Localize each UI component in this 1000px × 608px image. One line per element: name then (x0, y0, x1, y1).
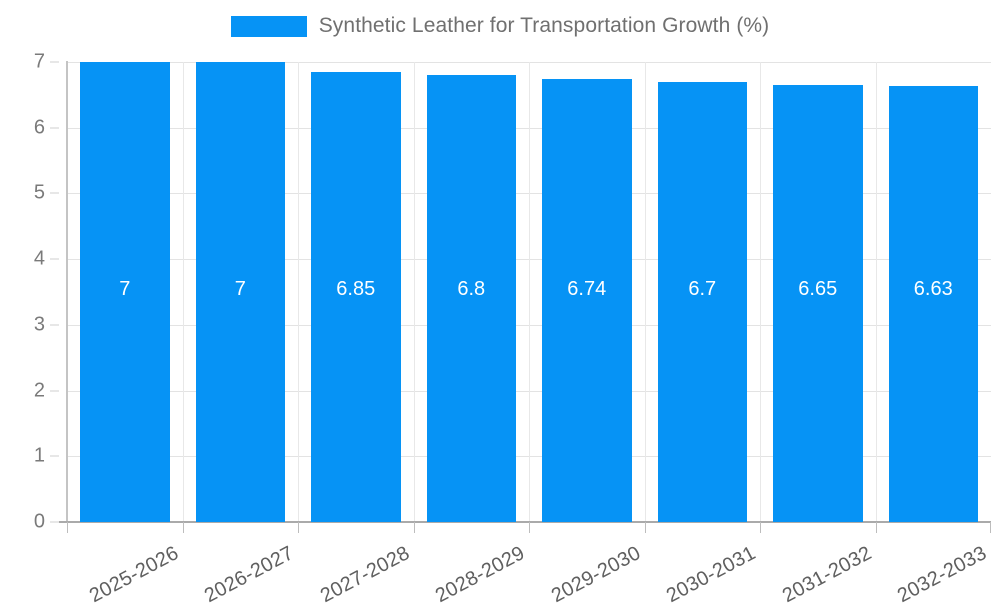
x-axis-line (59, 521, 991, 523)
y-axis-tick-label: 5 (33, 181, 45, 204)
bar-value-label: 7 (119, 278, 131, 300)
chart-legend: Synthetic Leather for Transportation Gro… (0, 0, 1000, 52)
x-axis-tick-mark (298, 522, 299, 533)
bar[interactable]: 6.8 (426, 75, 516, 522)
y-axis-tick-label: 0 (33, 510, 45, 533)
x-axis-tick-mark (760, 522, 761, 533)
legend-item-synthetic-leather[interactable]: Synthetic Leather for Transportation Gro… (230, 14, 770, 38)
x-axis-tick-label: 2025-2026 (85, 542, 183, 608)
y-axis-tick-label: 7 (33, 50, 45, 73)
bar-value-label: 7 (234, 278, 246, 300)
y-axis-tick-mark (50, 127, 59, 129)
y-axis-tick-label: 2 (33, 379, 45, 402)
y-axis-line (66, 61, 68, 522)
x-axis-tick-mark (182, 522, 184, 533)
bar[interactable]: 6.65 (773, 84, 863, 522)
x-axis-tick-mark (875, 522, 877, 533)
x-axis-ticks (67, 522, 991, 534)
x-axis-tick-mark (67, 522, 68, 533)
x-axis-tick-mark (644, 522, 646, 533)
y-axis-tick-mark (50, 258, 59, 260)
bar-value-label: 6.65 (798, 277, 838, 300)
y-axis-tick-mark (50, 61, 59, 63)
x-axis-tick-label: 2031-2032 (778, 542, 876, 608)
y-axis-tick-label: 3 (33, 313, 45, 336)
y-axis-tick-mark (50, 324, 59, 326)
bar-value-label: 6.8 (457, 278, 486, 301)
y-axis-tick-label: 6 (33, 116, 45, 139)
y-axis-tick-label: 4 (33, 247, 45, 270)
x-axis-tick-label: 2032-2033 (893, 542, 991, 608)
bar[interactable]: 6.7 (657, 81, 747, 522)
x-axis-tick-label: 2027-2028 (316, 542, 414, 608)
x-axis-tick-label: 2030-2031 (662, 542, 760, 608)
x-axis: 2025-2026 2026-2027 2027-2028 2028-2029 … (67, 522, 991, 607)
y-axis-tick-mark (50, 455, 59, 457)
bar[interactable]: 6.63 (888, 86, 978, 522)
y-axis-tick-label: 1 (33, 444, 45, 467)
x-axis-tick-label: 2028-2029 (431, 542, 529, 608)
x-axis-tick-label: 2029-2030 (547, 542, 645, 608)
bar-value-label: 6.85 (336, 277, 376, 300)
x-axis-tick-mark (990, 522, 991, 533)
x-axis-tick-mark (413, 522, 415, 533)
y-axis-tick-mark (50, 390, 59, 392)
bar-series: 7 7 6.85 6.8 6.74 6.7 6.65 6.63 (67, 62, 991, 522)
bar[interactable]: 6.74 (542, 79, 632, 522)
bar[interactable]: 6.85 (311, 71, 401, 522)
legend-swatch-icon (230, 15, 307, 37)
y-axis: 7 6 5 4 3 2 1 0 (0, 0, 67, 600)
x-axis-tick-mark (529, 522, 530, 533)
x-axis-tick-label: 2026-2027 (200, 542, 298, 608)
plot-area: 7 7 6.85 6.8 6.74 6.7 6.65 6.63 (59, 61, 991, 523)
y-axis-tick-mark (50, 521, 59, 523)
bar[interactable]: 7 (195, 62, 285, 522)
y-axis-tick-mark (50, 192, 59, 194)
bar-value-label: 6.63 (913, 278, 953, 301)
legend-item-label: Synthetic Leather for Transportation Gro… (318, 14, 770, 37)
bar[interactable]: 7 (80, 62, 170, 522)
bar-value-label: 6.74 (567, 278, 607, 300)
bar-value-label: 6.7 (688, 277, 717, 300)
